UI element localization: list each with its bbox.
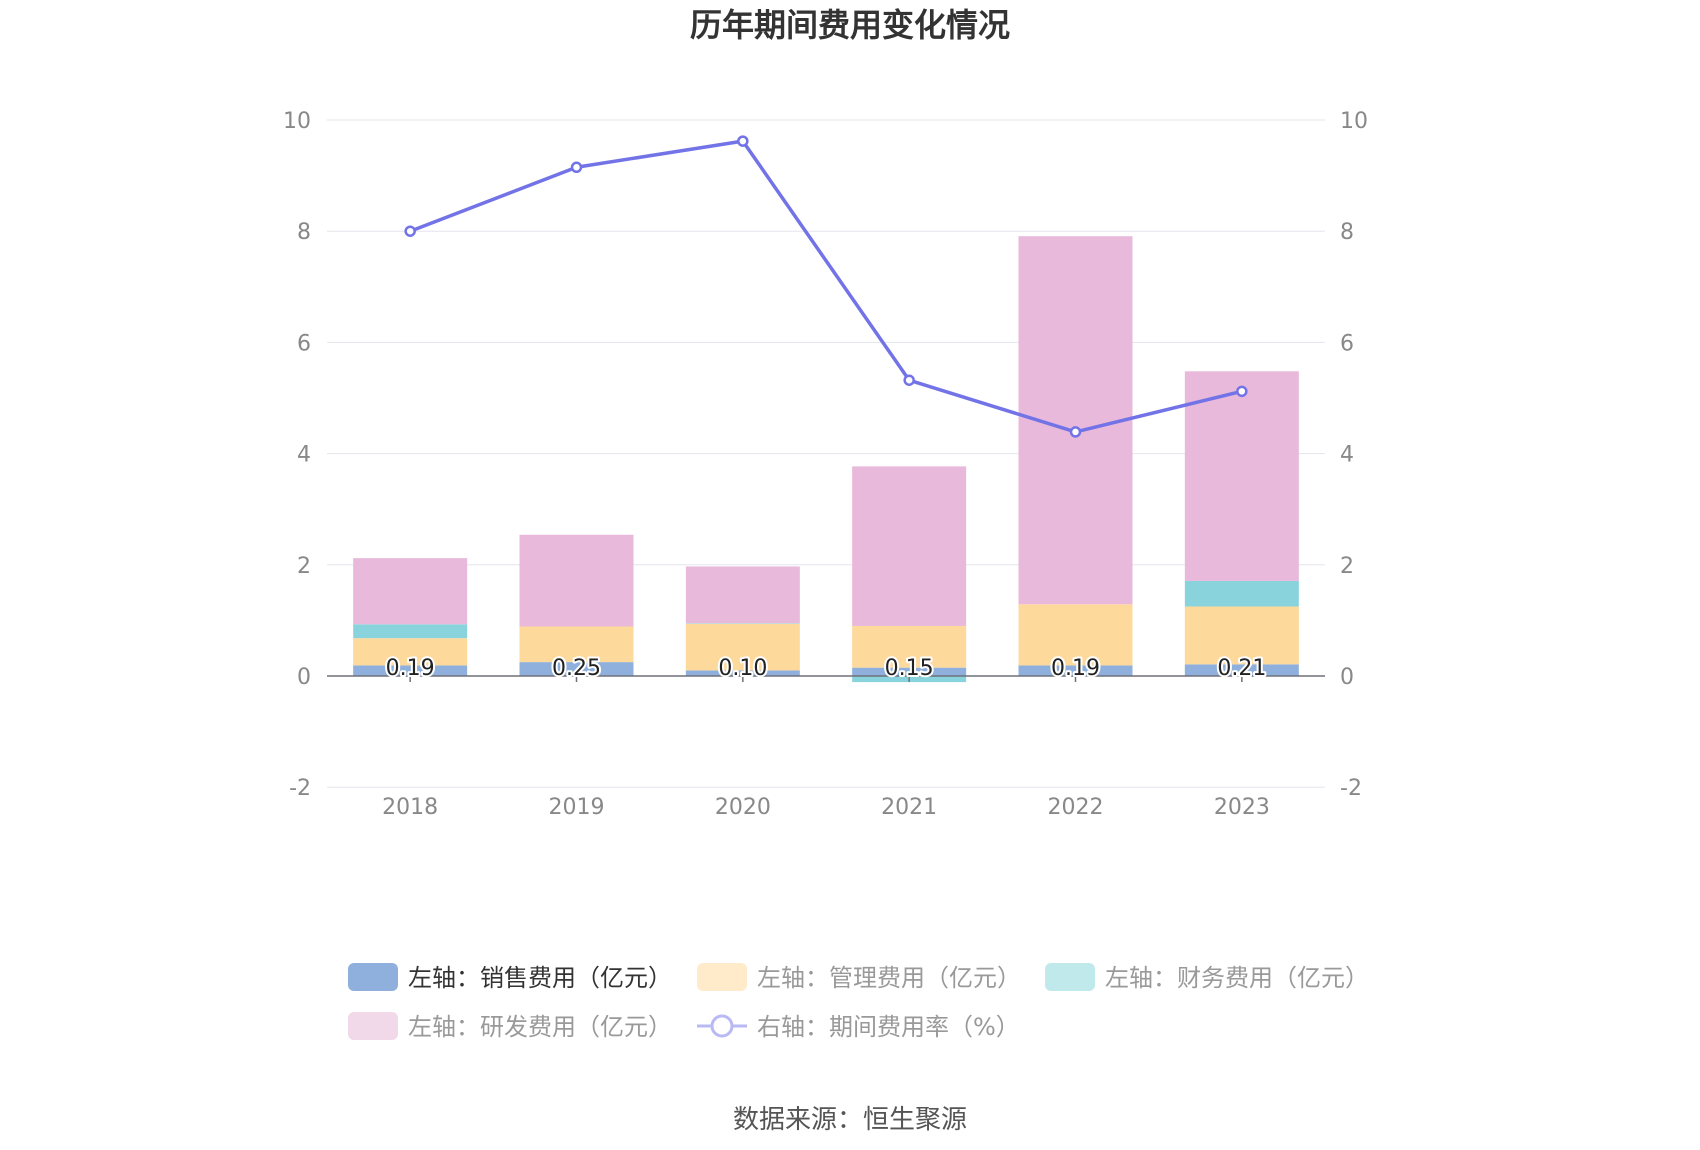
x-tick-label: 2022 xyxy=(1048,795,1104,820)
x-tick-label: 2018 xyxy=(382,795,438,820)
bar-segment xyxy=(353,638,468,666)
bar-segment xyxy=(852,466,967,626)
legend-item[interactable]: 右轴：期间费用率（%） xyxy=(697,1013,1020,1041)
x-axis xyxy=(327,675,1325,682)
legend-swatch xyxy=(697,963,747,991)
sales-data-label: 0.15 xyxy=(885,656,934,681)
legend-item[interactable]: 左轴：管理费用（亿元） xyxy=(697,963,1021,992)
rate-point xyxy=(903,374,915,386)
rate-point xyxy=(1236,385,1248,398)
left-tick-label: 8 xyxy=(297,220,311,245)
left-tick-label: 2 xyxy=(297,554,311,579)
bar-segment xyxy=(353,558,468,625)
legend-label: 右轴：期间费用率（%） xyxy=(757,1013,1020,1041)
sales-data-label: 0.21 xyxy=(1217,656,1266,681)
bar-segment xyxy=(685,623,800,624)
x-tick-label: 2021 xyxy=(881,795,937,820)
legend-swatch xyxy=(1045,963,1095,991)
right-tick-label: 2 xyxy=(1340,554,1354,579)
legend-item[interactable]: 左轴：销售费用（亿元） xyxy=(348,963,672,992)
left-axis-ticks: -2 0 2 4 6 8 10 xyxy=(283,109,311,801)
bar-segment xyxy=(852,667,967,676)
left-tick-label: -2 xyxy=(289,776,311,801)
sales-data-label: 0.19 xyxy=(386,656,435,681)
x-axis-ticks: 2018 2019 2020 2021 2022 2023 xyxy=(382,795,1270,820)
x-tick-label: 2019 xyxy=(549,795,605,820)
bar-segment xyxy=(353,624,468,639)
x-tick-label: 2020 xyxy=(715,795,771,820)
bar-segment xyxy=(685,670,800,676)
legend-item[interactable]: 左轴：财务费用（亿元） xyxy=(1045,963,1369,992)
right-tick-label: 6 xyxy=(1340,331,1354,356)
bar-segment xyxy=(1184,371,1299,581)
chart-title: 历年期间费用变化情况 xyxy=(690,6,1010,44)
legend: 左轴：销售费用（亿元） 左轴：管理费用（亿元） 左轴：财务费用（亿元） 左轴：研发费用… xyxy=(348,963,1369,1041)
right-tick-label: 10 xyxy=(1340,109,1368,134)
legend-label: 左轴：管理费用（亿元） xyxy=(757,964,1021,992)
bar-segment xyxy=(1184,606,1299,665)
legend-label: 左轴：销售费用（亿元） xyxy=(408,964,672,992)
bar-segment xyxy=(519,626,634,663)
bar-segment xyxy=(353,665,468,676)
sales-data-label: 0.19 xyxy=(1051,656,1100,681)
left-tick-label: 4 xyxy=(297,443,311,468)
right-tick-label: 4 xyxy=(1340,443,1354,468)
rate-point xyxy=(737,135,749,147)
x-tick-label: 2023 xyxy=(1214,795,1270,820)
legend-item[interactable]: 左轴：研发费用（亿元） xyxy=(348,1012,672,1041)
bar-segment xyxy=(1184,580,1299,607)
rate-line xyxy=(404,135,1248,438)
left-tick-label: 6 xyxy=(297,331,311,356)
legend-marker xyxy=(710,1014,734,1038)
bar-segment xyxy=(519,534,634,627)
right-tick-label: 0 xyxy=(1340,665,1354,690)
legend-swatch xyxy=(348,963,398,991)
rate-point xyxy=(1069,426,1082,438)
data-labels: 0.19 0.25 0.10 0.15 0.19 0.21 xyxy=(384,654,1269,683)
grid xyxy=(327,119,1325,788)
rate-line-path xyxy=(409,139,1243,434)
bar-segment xyxy=(685,566,800,624)
bar-segment xyxy=(519,662,634,676)
legend-label: 左轴：研发费用（亿元） xyxy=(408,1013,672,1041)
left-tick-label: 0 xyxy=(297,665,311,690)
bar-segment xyxy=(852,625,967,668)
data-source: 数据来源：恒生聚源 xyxy=(733,1105,967,1135)
bar-segment xyxy=(685,623,800,671)
sales-data-label: 0.25 xyxy=(552,656,601,681)
bar-segment xyxy=(1184,664,1299,676)
left-tick-label: 10 xyxy=(283,109,311,134)
rate-point xyxy=(404,225,416,237)
right-tick-label: -2 xyxy=(1340,776,1362,801)
bars xyxy=(353,236,1299,683)
right-axis-ticks: -2 0 2 4 6 8 10 xyxy=(1340,109,1368,801)
rate-point xyxy=(570,161,583,174)
legend-label: 左轴：财务费用（亿元） xyxy=(1105,964,1369,992)
bar-segment xyxy=(1018,665,1133,676)
bar-segment xyxy=(1018,604,1133,666)
sales-data-label: 0.10 xyxy=(718,656,767,681)
right-tick-label: 8 xyxy=(1340,220,1354,245)
legend-swatch xyxy=(348,1012,398,1040)
